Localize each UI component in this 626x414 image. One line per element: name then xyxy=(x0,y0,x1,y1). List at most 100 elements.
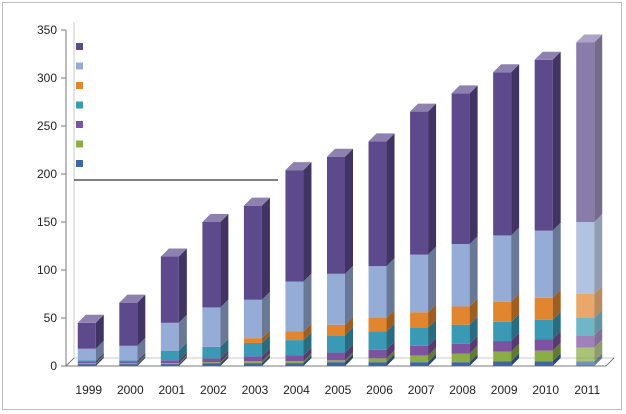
bar-segment xyxy=(243,330,270,343)
bar-side xyxy=(303,353,312,364)
bar-segment xyxy=(119,355,146,365)
bar-segment xyxy=(451,316,478,344)
bar-stack-2008 xyxy=(451,85,478,366)
bar-front xyxy=(451,244,470,307)
bar-side xyxy=(386,133,395,267)
bar-segment xyxy=(243,348,270,362)
bar-front xyxy=(285,170,304,282)
bar-segment xyxy=(160,248,187,323)
bar-segment xyxy=(534,331,561,351)
bar-side xyxy=(594,353,603,366)
bar-segment xyxy=(534,311,561,340)
legend-item xyxy=(76,82,83,89)
bar-stack-2003 xyxy=(243,197,270,366)
bar-segment xyxy=(576,34,603,223)
bar-side xyxy=(95,355,104,365)
bar-side xyxy=(345,148,353,274)
bar-segment xyxy=(493,313,520,342)
bar-side xyxy=(386,258,395,318)
legend-item xyxy=(76,140,83,148)
bar-front xyxy=(493,321,512,342)
bar-segment xyxy=(77,356,104,366)
bar-front xyxy=(77,364,96,366)
bar-stack-2011 xyxy=(576,34,603,366)
y-tick-label: 200 xyxy=(37,167,57,181)
x-tick-label: 2006 xyxy=(366,383,393,397)
bar-side xyxy=(345,265,353,325)
bar-segment xyxy=(327,148,353,274)
bar-front xyxy=(368,331,387,350)
bar-front xyxy=(576,335,595,348)
x-tick-label: 2003 xyxy=(242,383,269,397)
bar-front xyxy=(285,340,304,356)
bar-top xyxy=(368,133,395,142)
bar-side xyxy=(345,344,353,361)
bar-side xyxy=(511,293,520,322)
bar-side xyxy=(220,354,229,364)
bar-front xyxy=(119,363,138,365)
bar-side xyxy=(428,246,437,313)
bar-side xyxy=(594,339,603,362)
bar-segment xyxy=(202,355,229,366)
bar-front xyxy=(451,93,470,245)
bar-segment xyxy=(493,343,520,362)
bar-segment xyxy=(576,286,603,318)
bar-side xyxy=(552,222,561,298)
bar-front xyxy=(119,360,138,362)
bar-front xyxy=(493,351,512,362)
bar-side xyxy=(469,316,478,344)
bar-side xyxy=(428,337,437,356)
bar-side xyxy=(95,314,104,349)
bar-front xyxy=(243,356,262,362)
bar-segment xyxy=(576,339,603,362)
bar-stack-2009 xyxy=(493,64,520,366)
bar-side xyxy=(386,310,395,332)
bar-segment xyxy=(368,258,395,318)
bar-segment xyxy=(202,299,229,347)
legend-swatch xyxy=(76,82,83,89)
bar-segment xyxy=(410,103,437,255)
bar-front xyxy=(451,343,470,354)
bar-front xyxy=(77,360,96,362)
bar-side xyxy=(261,334,270,357)
bar-segment xyxy=(243,355,270,366)
x-tick-label: 1999 xyxy=(75,383,102,397)
bar-side xyxy=(178,314,187,351)
bar-front xyxy=(327,360,345,363)
bar-segment xyxy=(368,133,395,267)
bar-side xyxy=(552,311,561,340)
bar-front xyxy=(576,347,595,362)
bar-front xyxy=(77,322,96,349)
bar-segment xyxy=(451,354,478,366)
bar-front xyxy=(327,156,345,274)
x-tick-label: 2000 xyxy=(117,383,144,397)
y-tick-label: 150 xyxy=(37,215,57,229)
bar-front xyxy=(160,256,179,323)
x-tick-label: 2011 xyxy=(574,383,600,397)
bar-side xyxy=(95,356,104,366)
bar-segment xyxy=(410,304,437,328)
bar-segment xyxy=(451,298,478,325)
bar-front xyxy=(160,363,179,365)
bar-side xyxy=(552,51,561,231)
bar-side xyxy=(178,248,187,323)
bar-segment xyxy=(327,265,353,325)
bar-front xyxy=(243,361,262,364)
legend-swatch xyxy=(76,140,83,148)
bar-side xyxy=(428,347,437,363)
bar-side xyxy=(95,340,104,361)
bar-side xyxy=(345,327,353,353)
bar-front xyxy=(493,72,512,236)
bar-segment xyxy=(160,314,187,351)
bar-top xyxy=(534,51,561,60)
bar-front xyxy=(368,349,387,359)
legend-swatch xyxy=(76,160,83,167)
bar-side xyxy=(303,347,312,362)
bar-segment xyxy=(493,64,520,236)
bar-segment xyxy=(202,350,229,363)
bar-side xyxy=(261,355,270,366)
bar-front xyxy=(285,331,304,341)
bar-side xyxy=(345,352,353,363)
bar-segment xyxy=(534,51,561,231)
bar-stack-2010 xyxy=(534,51,561,366)
